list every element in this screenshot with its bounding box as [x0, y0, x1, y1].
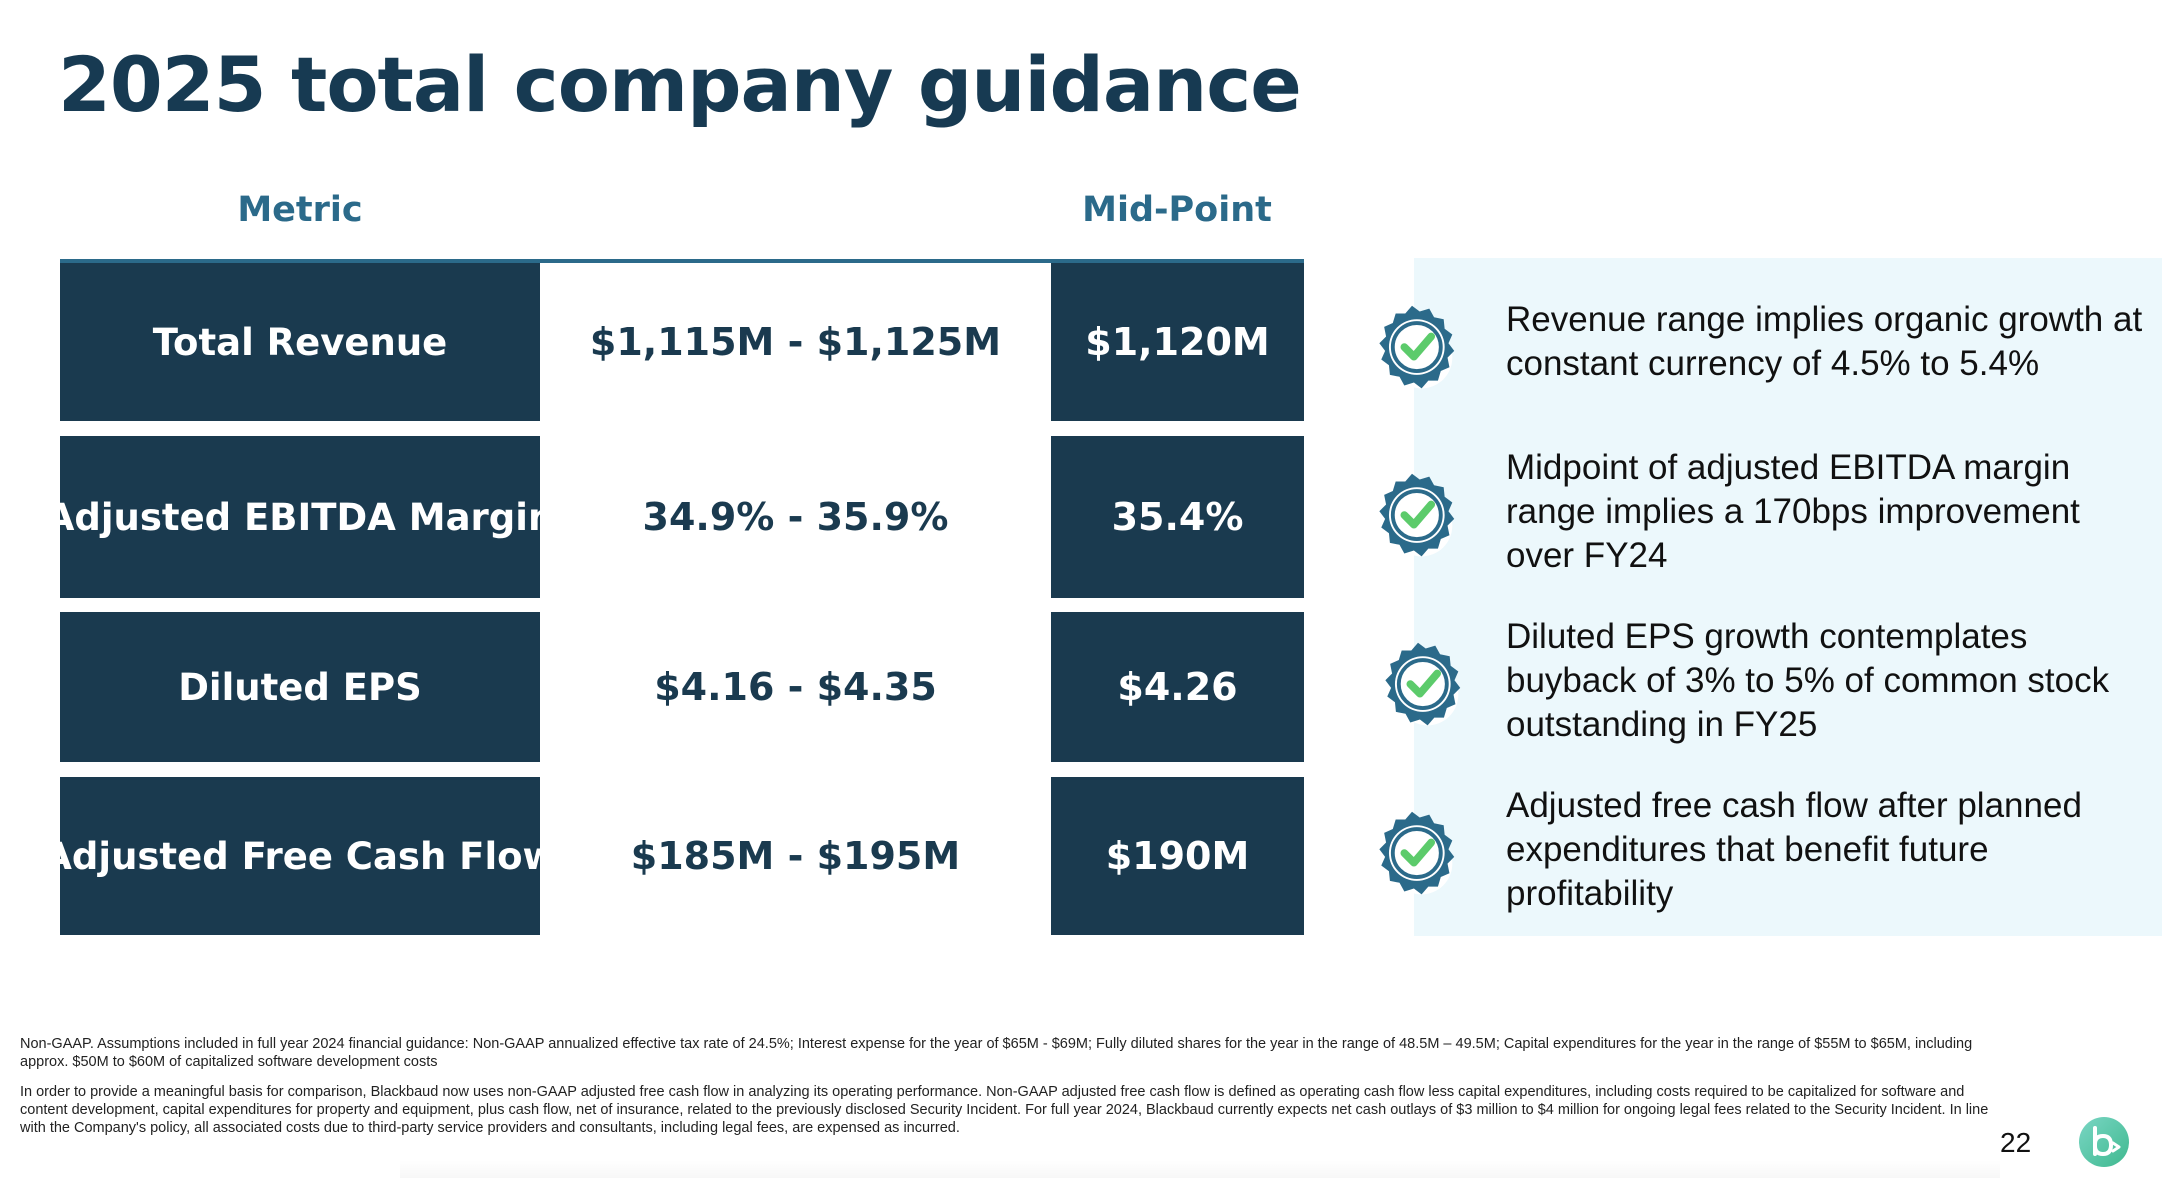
metric-cell: Adjusted EBITDA Margin	[46, 436, 554, 598]
column-header-midpoint: Mid-Point	[1082, 190, 1272, 230]
note-text: Diluted EPS growth contemplates buyback …	[1506, 617, 2110, 744]
midpoint-cell: 35.4%	[1051, 436, 1304, 598]
note-item: Revenue range implies organic growth at …	[1364, 298, 2162, 408]
range-cell: $1,115M - $1,125M	[589, 320, 1002, 364]
note-item: Midpoint of adjusted EBITDA margin range…	[1364, 446, 2162, 586]
table-row: Diluted EPS $4.16 - $4.35 $4.26	[60, 612, 1304, 762]
footnote: In order to provide a meaningful basis f…	[20, 1084, 1989, 1136]
midpoint-cell: $190M	[1051, 777, 1304, 935]
range-cell: $4.16 - $4.35	[654, 665, 937, 709]
bottom-edge-shade	[400, 1160, 2000, 1178]
table-row: Adjusted EBITDA Margin 34.9% - 35.9% 35.…	[46, 436, 1304, 598]
page-title: 2025 total company guidance	[58, 40, 1302, 129]
note-item: Diluted EPS growth contemplates buyback …	[1364, 615, 2162, 755]
metric-cell: Adjusted Free Cash Flow	[43, 777, 557, 935]
metric-cell: Total Revenue	[60, 263, 540, 421]
table-row: Total Revenue $1,115M - $1,125M $1,120M	[60, 263, 1304, 421]
blackbaud-logo-icon	[2079, 1117, 2129, 1167]
table-row: Adjusted Free Cash Flow $185M - $195M $1…	[43, 777, 1304, 935]
range-cell: 34.9% - 35.9%	[642, 495, 949, 539]
notes-panel	[1414, 258, 2162, 936]
midpoint-cell: $1,120M	[1051, 263, 1304, 421]
note-text: Midpoint of adjusted EBITDA margin range…	[1506, 448, 2080, 575]
page-number: 22	[2000, 1127, 2032, 1158]
metric-cell: Diluted EPS	[60, 612, 540, 762]
check-badge-icon	[1379, 811, 1455, 895]
footnote: Non-GAAP. Assumptions included in full y…	[20, 1036, 1973, 1070]
column-header-metric: Metric	[237, 190, 363, 230]
header-divider	[60, 259, 1304, 263]
check-badge-icon	[1385, 642, 1461, 726]
note-text: Revenue range implies organic growth at …	[1506, 300, 2143, 383]
note-item: Adjusted free cash flow after planned ex…	[1364, 784, 2162, 924]
range-cell: $185M - $195M	[630, 834, 961, 878]
midpoint-cell: $4.26	[1051, 612, 1304, 762]
note-text: Adjusted free cash flow after planned ex…	[1506, 786, 2082, 913]
check-badge-icon	[1379, 473, 1455, 557]
check-badge-icon	[1379, 305, 1455, 389]
footnotes: Non-GAAP. Assumptions included in full y…	[20, 1035, 2010, 1149]
